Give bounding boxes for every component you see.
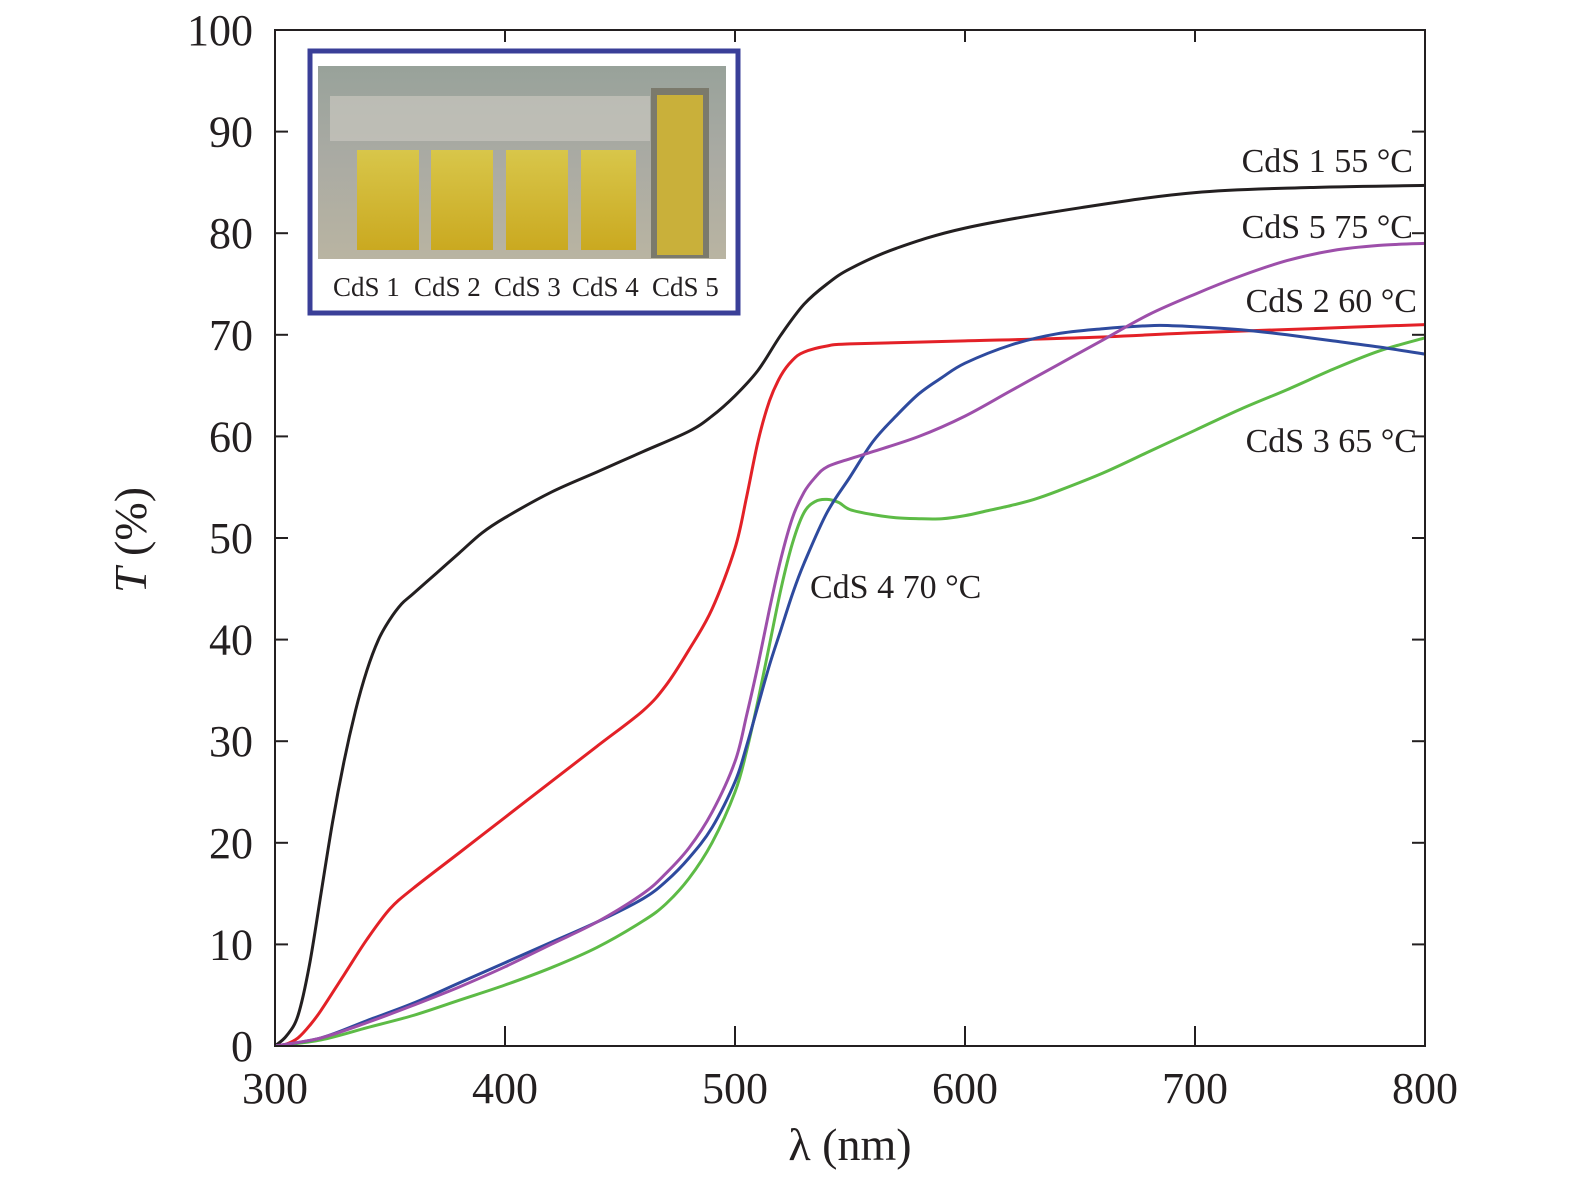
inset-film-4 [581, 150, 636, 250]
series-label-cds4: CdS 4 70 °C [810, 569, 981, 606]
inset-film-3 [506, 150, 568, 250]
y-tick-label: 0 [231, 1022, 253, 1071]
x-axis-label: λ (nm) [788, 1119, 911, 1170]
inset-label-cds5: CdS 5 [652, 272, 719, 302]
y-tick-label: 60 [209, 412, 253, 461]
x-tick-label: 800 [1392, 1064, 1458, 1113]
inset-photo: CdS 1 CdS 2 CdS 3 CdS 4 CdS 5 [307, 48, 741, 316]
inset-film-5 [657, 95, 703, 255]
y-tick-label: 40 [209, 616, 253, 665]
y-tick-label: 20 [209, 819, 253, 868]
y-tick-label: 90 [209, 108, 253, 157]
series-line-cds1 [275, 183, 1425, 1046]
y-tick-label: 70 [209, 311, 253, 360]
y-tick-label: 10 [209, 920, 253, 969]
series-label-cds3: CdS 3 65 °C [1246, 423, 1417, 460]
x-tick-label: 700 [1162, 1064, 1228, 1113]
x-axis-ticks: 300 400 500 600 700 800 [242, 30, 1458, 1113]
series-line-cds5 [275, 241, 1425, 1046]
x-tick-label: 400 [472, 1064, 538, 1113]
series-lines [275, 183, 1425, 1046]
series-line-cds4 [275, 323, 1425, 1046]
y-axis-label-unit: (%) [105, 487, 156, 567]
x-tick-label: 500 [702, 1064, 768, 1113]
x-tick-label: 600 [932, 1064, 998, 1113]
x-tick-label: 300 [242, 1064, 308, 1113]
inset-label-cds3: CdS 3 [494, 272, 561, 302]
series-line-cds2 [275, 323, 1425, 1046]
y-axis-ticks: 0 10 20 30 40 50 60 70 80 90 100 [187, 6, 1425, 1071]
y-tick-label: 100 [187, 6, 253, 55]
y-tick-label: 30 [209, 717, 253, 766]
inset-glass-strip [330, 96, 650, 141]
inset-film-1 [357, 150, 419, 250]
inset-label-cds1: CdS 1 [333, 272, 400, 302]
series-label-cds1: CdS 1 55 °C [1242, 143, 1413, 180]
series-line-cds3 [275, 336, 1425, 1046]
series-label-cds5: CdS 5 75 °C [1242, 209, 1413, 246]
y-tick-label: 50 [209, 514, 253, 563]
inset-film-2 [431, 150, 493, 250]
inset-label-cds4: CdS 4 [572, 272, 639, 302]
y-tick-label: 80 [209, 209, 253, 258]
y-axis-label: T (%) [105, 487, 156, 593]
series-label-cds2: CdS 2 60 °C [1246, 283, 1417, 320]
plot-frame [274, 29, 1426, 1047]
y-axis-label-symbol: T [105, 564, 156, 593]
inset-label-cds2: CdS 2 [414, 272, 481, 302]
